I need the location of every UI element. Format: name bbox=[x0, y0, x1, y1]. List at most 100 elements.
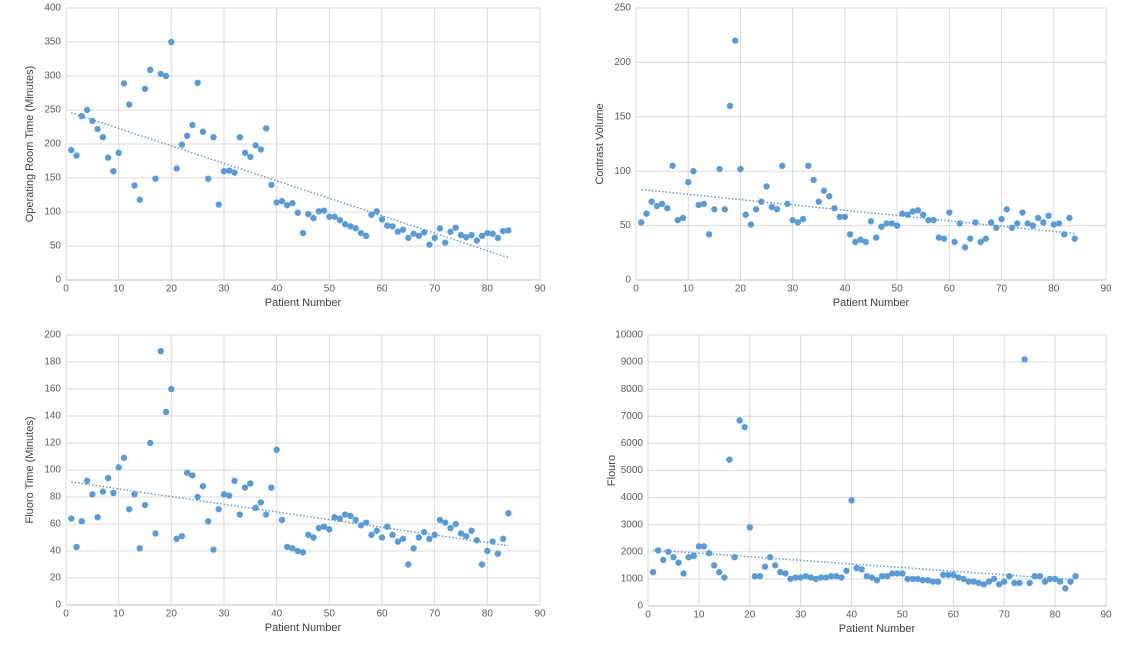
x-tick-label: 20 bbox=[166, 284, 178, 295]
x-tick-label: 20 bbox=[166, 609, 178, 620]
point bbox=[162, 408, 170, 416]
x-tick-label: 30 bbox=[218, 609, 230, 620]
point bbox=[1071, 235, 1078, 242]
x-tick-label: 90 bbox=[1100, 284, 1112, 295]
point bbox=[1050, 221, 1057, 228]
point bbox=[436, 516, 444, 524]
point bbox=[89, 117, 96, 125]
point bbox=[489, 230, 496, 237]
point bbox=[1072, 572, 1079, 580]
x-tick-label: 80 bbox=[482, 609, 494, 620]
point bbox=[810, 176, 817, 184]
point bbox=[919, 577, 926, 584]
point bbox=[807, 574, 815, 581]
point bbox=[894, 570, 901, 577]
point bbox=[822, 574, 830, 581]
point bbox=[1008, 224, 1016, 231]
point bbox=[939, 571, 947, 579]
point bbox=[1066, 214, 1073, 222]
x-tick-label: 40 bbox=[271, 609, 283, 620]
point bbox=[157, 70, 164, 78]
y-tick-label: 120 bbox=[44, 438, 61, 449]
y-tick-label: 5000 bbox=[621, 465, 644, 476]
point bbox=[685, 554, 692, 561]
point bbox=[289, 199, 296, 207]
point bbox=[960, 575, 967, 583]
point bbox=[247, 480, 254, 487]
point bbox=[499, 227, 507, 235]
point bbox=[1036, 572, 1044, 580]
point bbox=[463, 532, 470, 540]
y-tick-label: 50 bbox=[50, 241, 62, 252]
point bbox=[929, 578, 937, 585]
point bbox=[956, 220, 963, 227]
y-tick-label: 9000 bbox=[621, 357, 644, 368]
point bbox=[173, 535, 180, 543]
point bbox=[777, 568, 784, 576]
point bbox=[914, 575, 921, 583]
point bbox=[985, 578, 993, 585]
point bbox=[726, 102, 734, 110]
point bbox=[405, 234, 412, 242]
point bbox=[773, 206, 781, 213]
point bbox=[104, 474, 112, 482]
point bbox=[858, 566, 865, 573]
point bbox=[643, 210, 650, 217]
x-tick-label: 50 bbox=[892, 284, 904, 295]
x-tick-label: 70 bbox=[429, 284, 441, 295]
x-tick-label: 60 bbox=[376, 284, 388, 295]
point bbox=[838, 574, 845, 581]
y-tick-label: 300 bbox=[44, 71, 61, 82]
point bbox=[447, 524, 454, 532]
point bbox=[468, 527, 475, 534]
point bbox=[315, 208, 322, 215]
point bbox=[747, 221, 755, 228]
point bbox=[1029, 222, 1037, 229]
point bbox=[990, 575, 998, 583]
point bbox=[420, 229, 428, 236]
point bbox=[955, 574, 962, 581]
point bbox=[252, 504, 259, 511]
point bbox=[857, 236, 864, 243]
y-axis-title: Operating Room Time (Minutes) bbox=[24, 66, 36, 223]
point bbox=[389, 531, 396, 538]
point bbox=[1040, 219, 1047, 226]
point bbox=[833, 572, 840, 580]
point bbox=[442, 239, 449, 246]
point bbox=[331, 514, 338, 521]
point bbox=[110, 168, 117, 175]
x-tick-label: 0 bbox=[63, 609, 69, 620]
point bbox=[1016, 579, 1023, 587]
point bbox=[199, 483, 207, 490]
x-tick-label: 60 bbox=[948, 610, 960, 621]
point bbox=[930, 216, 937, 224]
point bbox=[946, 209, 953, 216]
y-tick-label: 100 bbox=[44, 465, 61, 476]
point bbox=[685, 178, 692, 186]
y-tick-label: 50 bbox=[620, 220, 632, 231]
point bbox=[499, 535, 507, 543]
point bbox=[252, 142, 259, 149]
point bbox=[883, 220, 890, 227]
point bbox=[436, 225, 444, 232]
point bbox=[178, 141, 186, 148]
point bbox=[1019, 209, 1026, 216]
point bbox=[373, 527, 380, 534]
point bbox=[742, 211, 749, 218]
y-tick-label: 200 bbox=[44, 330, 61, 341]
point bbox=[998, 215, 1005, 223]
point bbox=[710, 562, 718, 569]
point bbox=[104, 154, 112, 161]
point bbox=[899, 210, 906, 217]
x-tick-label: 70 bbox=[429, 609, 441, 620]
x-tick-label: 40 bbox=[271, 284, 283, 295]
y-tick-label: 250 bbox=[44, 105, 61, 116]
point bbox=[284, 543, 291, 551]
point bbox=[378, 534, 386, 541]
point bbox=[883, 572, 891, 580]
point bbox=[805, 162, 812, 169]
point bbox=[940, 235, 948, 242]
point bbox=[294, 547, 301, 555]
y-tick-label: 100 bbox=[614, 166, 631, 177]
